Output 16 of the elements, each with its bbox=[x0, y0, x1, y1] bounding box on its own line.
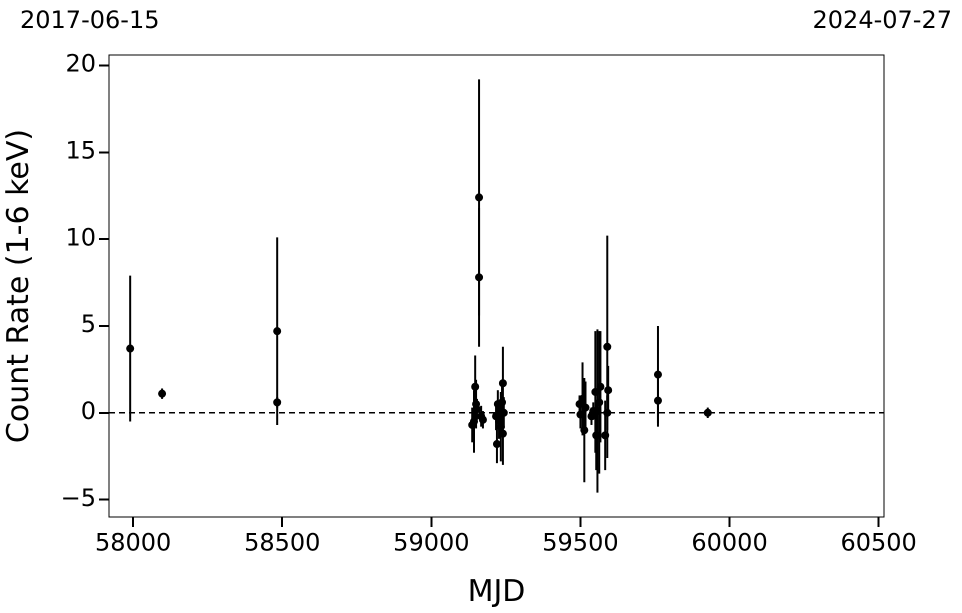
text: 2017-06-15 bbox=[20, 6, 160, 34]
x-tick-label: 59500 bbox=[542, 528, 619, 557]
x-tick-label: 58500 bbox=[244, 528, 320, 557]
y-tick-label: 0 bbox=[80, 397, 96, 426]
y-tick-label: 5 bbox=[80, 310, 96, 338]
y-tick-label: 20 bbox=[65, 50, 96, 78]
text: 2024-07-27 bbox=[812, 6, 952, 34]
y-tick-label: 15 bbox=[65, 136, 96, 164]
y-axis-title: Count Rate (1-6 keV) bbox=[0, 128, 36, 444]
x-tick-label: 59000 bbox=[393, 528, 470, 557]
y-tick-label: −5 bbox=[60, 484, 96, 512]
y-tick-label: 10 bbox=[65, 223, 96, 252]
x-tick-label: 58000 bbox=[94, 528, 172, 557]
x-axis-title: MJD bbox=[468, 574, 526, 609]
x-tick-label: 60000 bbox=[691, 528, 768, 557]
x-tick-label: 60500 bbox=[840, 528, 917, 557]
